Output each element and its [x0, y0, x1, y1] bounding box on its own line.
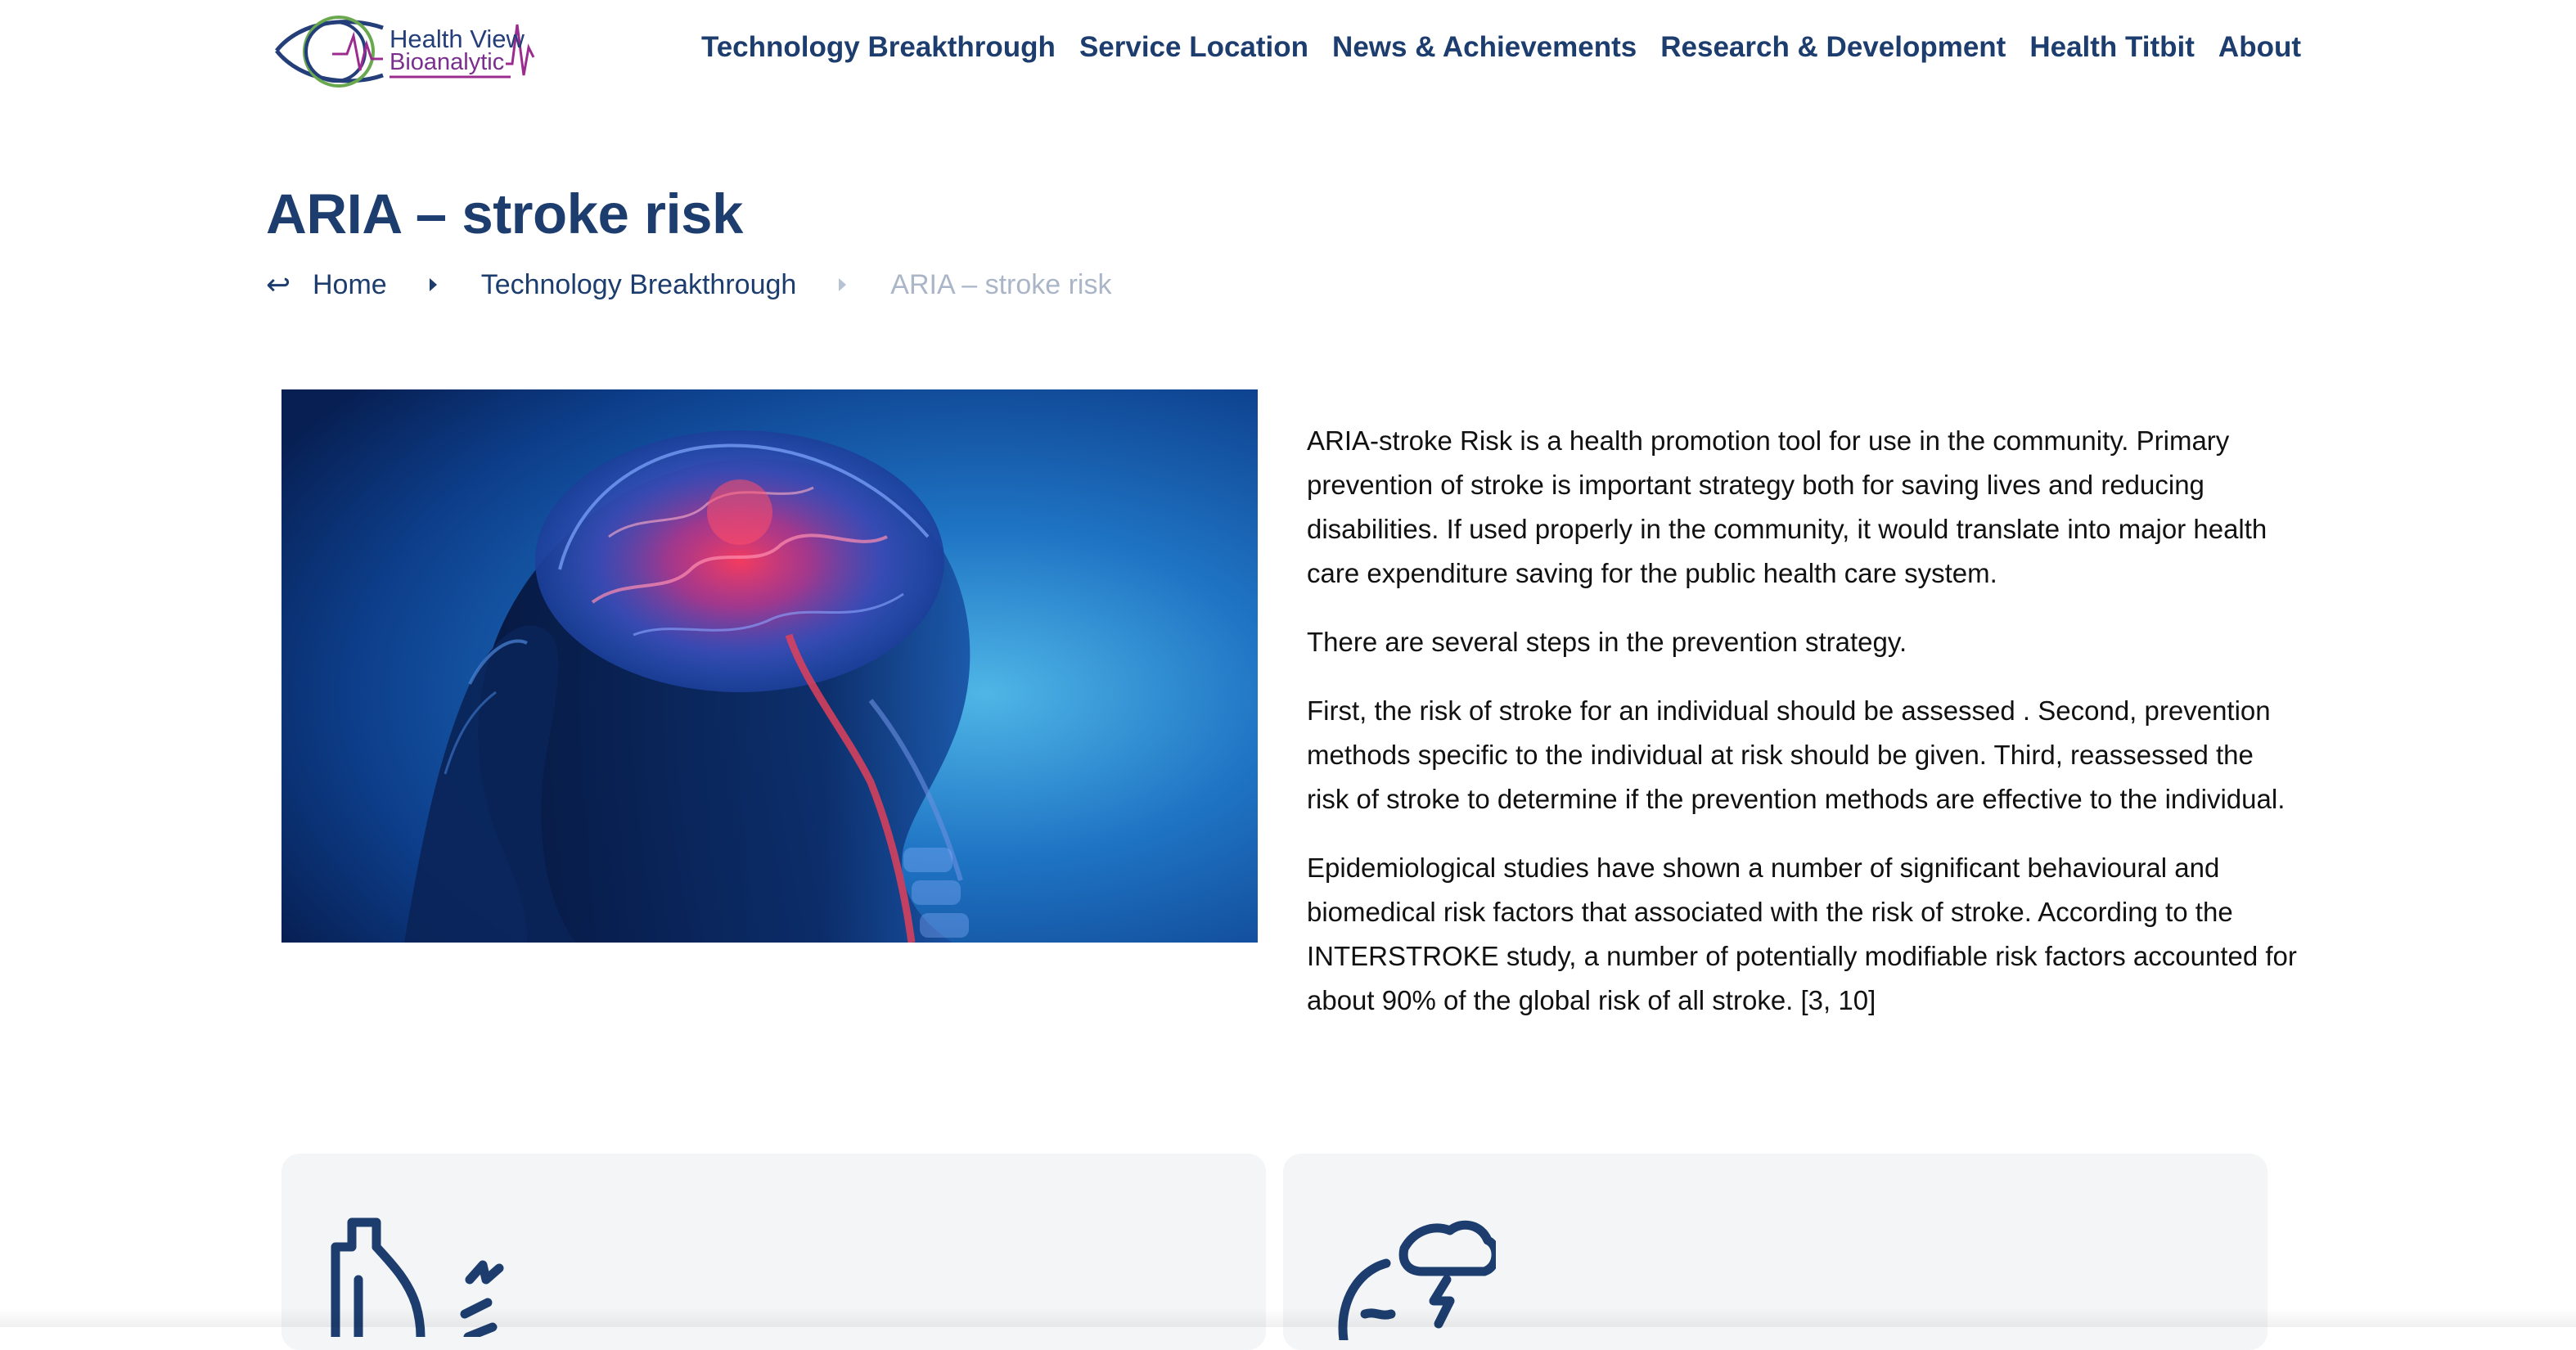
- breadcrumb-current: ARIA – stroke risk: [890, 268, 1112, 300]
- article-paragraph: First, the risk of stroke for an individ…: [1307, 695, 2286, 814]
- breadcrumb-home[interactable]: Home: [313, 268, 387, 300]
- site-header: Health View Bioanalytic Technology Break…: [0, 0, 2576, 106]
- main-nav: Technology Breakthrough Service Location…: [678, 31, 2301, 64]
- site-logo[interactable]: Health View Bioanalytic: [268, 11, 538, 93]
- page-title: ARIA – stroke risk: [266, 182, 743, 245]
- nav-technology-breakthrough[interactable]: Technology Breakthrough: [700, 31, 1056, 63]
- article-paragraph: ARIA-stroke Risk is a health promotion t…: [1307, 425, 2268, 588]
- nav-service-location[interactable]: Service Location: [1079, 31, 1309, 63]
- eye-pulse-logo-icon: [275, 16, 535, 88]
- article-paragraph: Epidemiological studies have shown a num…: [1307, 853, 2297, 1015]
- risk-factor-card: [281, 1154, 1266, 1350]
- hero-image: [281, 389, 1258, 943]
- risk-factor-card: [1283, 1154, 2268, 1350]
- brain-headache-illustration: [281, 389, 1258, 943]
- head-storm-icon: [1338, 1220, 1496, 1340]
- breadcrumb-separator-icon: [429, 278, 437, 291]
- breadcrumb: ↩ Home Technology Breakthrough ARIA – st…: [266, 267, 1112, 303]
- nav-health-titbit[interactable]: Health Titbit: [2029, 31, 2195, 63]
- article-paragraph: There are several steps in the preventio…: [1307, 627, 1907, 657]
- logo-text-line2: Bioanalytic: [390, 49, 505, 75]
- breadcrumb-separator-icon: [839, 278, 847, 291]
- nav-news-achievements[interactable]: News & Achievements: [1332, 31, 1637, 63]
- article-content: ARIA-stroke Risk is a health promotion t…: [1307, 419, 2297, 1047]
- logo-text-line1: Health View: [390, 25, 525, 53]
- breadcrumb-technology-breakthrough[interactable]: Technology Breakthrough: [480, 268, 797, 300]
- nav-research-development[interactable]: Research & Development: [1660, 31, 2006, 63]
- nav-about[interactable]: About: [2218, 31, 2301, 63]
- return-arrow-icon[interactable]: ↩: [266, 268, 291, 301]
- page-fold-shadow: [0, 1307, 2576, 1327]
